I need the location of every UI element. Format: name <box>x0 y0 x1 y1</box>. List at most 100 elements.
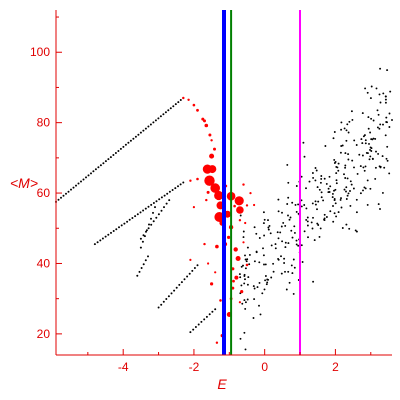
curve-point <box>175 286 178 289</box>
cloud-point <box>363 169 366 172</box>
cloud-point <box>301 261 304 263</box>
curve-point <box>139 131 142 134</box>
cloud-point <box>266 278 269 281</box>
cloud-point <box>242 264 244 267</box>
cloud-point <box>356 172 359 175</box>
cloud-point <box>266 281 269 284</box>
cloud-point <box>372 137 375 140</box>
cloud-point <box>263 263 265 266</box>
red-point <box>219 299 222 302</box>
cloud-point <box>362 189 364 192</box>
cloud-point <box>345 190 347 193</box>
red-point <box>238 219 242 222</box>
curve-point <box>122 145 125 148</box>
curve-point <box>139 211 142 214</box>
x-tick-label: 2 <box>332 360 339 374</box>
cloud-point <box>341 144 344 147</box>
curve-point <box>170 292 173 295</box>
cloud-point <box>297 244 300 247</box>
curve-point <box>197 323 200 326</box>
cloud-point <box>295 185 298 187</box>
curve-point <box>104 160 107 163</box>
cloud-point <box>300 244 303 247</box>
curve-point <box>65 192 67 195</box>
curve-point <box>149 123 152 126</box>
curve-point <box>152 202 155 204</box>
cloud-point <box>379 166 382 169</box>
red-point <box>208 165 217 174</box>
cloud-point <box>306 220 309 223</box>
cloud-point <box>288 218 291 221</box>
curve-point <box>85 176 87 179</box>
cloud-point <box>295 243 298 246</box>
cloud-point <box>349 204 352 207</box>
curve-point <box>214 308 217 311</box>
red-point <box>208 133 212 137</box>
curve-point <box>163 194 166 197</box>
curve-point <box>194 326 197 328</box>
cloud-point <box>295 210 298 213</box>
cloud-point <box>378 127 381 130</box>
cloud-point <box>344 166 347 169</box>
curve-point <box>101 237 104 240</box>
curve-point <box>148 223 150 226</box>
cloud-point <box>244 307 247 310</box>
y-tick-label: 40 <box>37 256 51 270</box>
curve-point <box>120 224 123 227</box>
cloud-point <box>305 218 308 221</box>
curve-point <box>196 264 199 267</box>
curve-point <box>107 158 110 161</box>
cloud-point <box>341 227 344 229</box>
cloud-point <box>311 172 314 174</box>
cloud-point <box>376 109 379 112</box>
curve-point <box>162 113 165 116</box>
cloud-point <box>252 317 255 319</box>
cloud-point <box>332 137 335 140</box>
cloud-point <box>288 281 291 284</box>
curve-point <box>80 180 82 183</box>
cloud-point <box>379 101 382 104</box>
cloud-point <box>336 166 339 169</box>
cloud-point <box>305 207 308 210</box>
cloud-point <box>238 273 241 276</box>
cloud-point <box>317 224 320 226</box>
cloud-point <box>351 159 354 162</box>
cloud-point <box>306 216 309 219</box>
cloud-point <box>244 267 247 270</box>
curve-point <box>191 269 194 272</box>
vertical-lines-layer <box>222 10 301 355</box>
curve-point <box>144 259 147 262</box>
cloud-point <box>377 152 380 155</box>
cloud-point <box>303 155 306 158</box>
cloud-point <box>366 203 369 206</box>
cloud-point <box>262 222 265 225</box>
cloud-point <box>333 158 336 161</box>
cloud-point <box>318 235 321 238</box>
curve-point <box>178 283 181 286</box>
cloud-point <box>325 216 328 218</box>
cloud-point <box>280 272 283 275</box>
cloud-point <box>305 187 307 190</box>
curve-point <box>141 240 144 243</box>
cloud-point <box>377 203 380 206</box>
cloud-point <box>240 265 243 268</box>
red-point <box>204 175 215 186</box>
cloud-point <box>284 224 287 227</box>
ticks-layer: -4 -2 0 2 20 40 60 80 100 <box>30 16 372 374</box>
cloud-point <box>284 246 287 249</box>
cloud-point <box>323 217 326 220</box>
curve-point <box>147 227 150 230</box>
cloud-point <box>310 221 313 224</box>
red-point <box>206 190 210 194</box>
cloud-point <box>376 126 379 129</box>
cloud-point <box>319 227 322 230</box>
cloud-point <box>327 187 330 190</box>
cloud-point <box>389 90 392 93</box>
cloud-point <box>280 225 283 228</box>
axes-layer <box>55 10 392 356</box>
cloud-point <box>331 192 334 195</box>
cloud-point <box>334 202 337 205</box>
curve-point <box>142 209 145 212</box>
cloud-point <box>328 191 331 193</box>
cloud-point <box>388 126 391 128</box>
